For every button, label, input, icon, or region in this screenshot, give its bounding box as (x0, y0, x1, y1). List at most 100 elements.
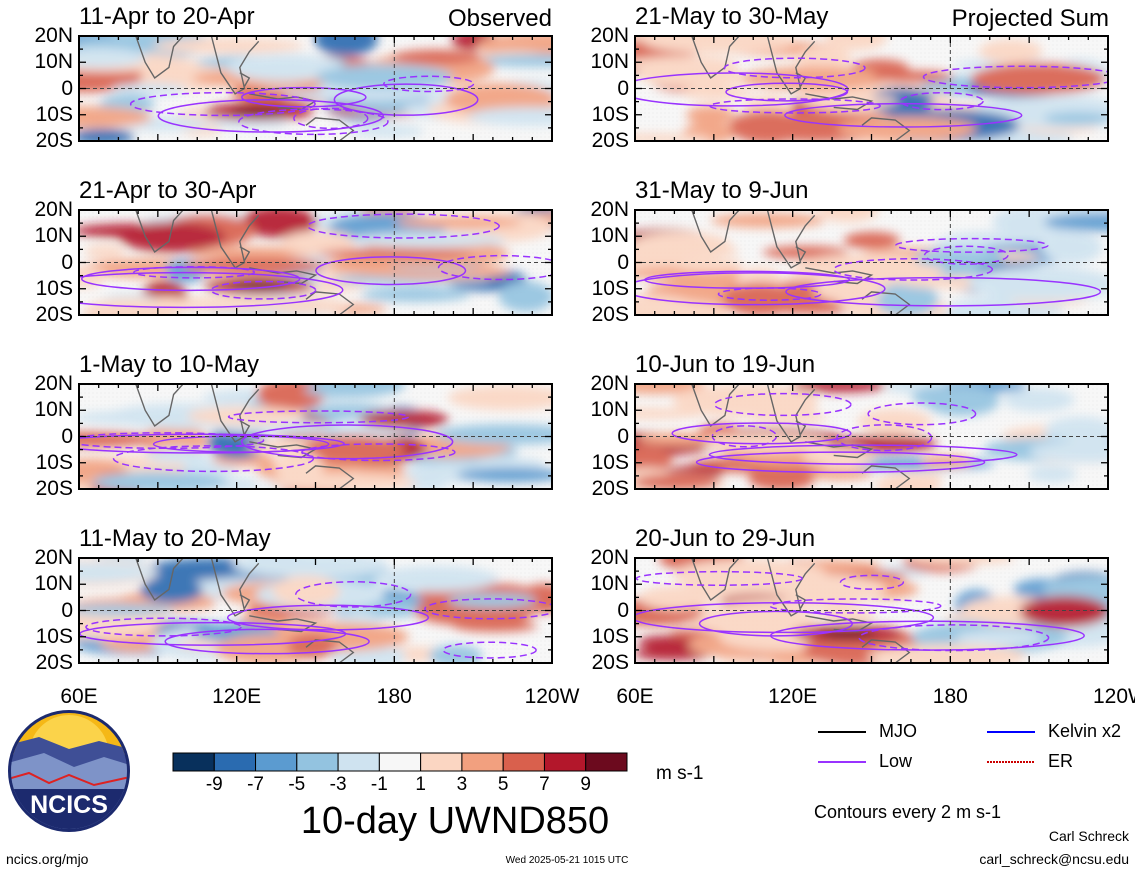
lon-label: 180 (376, 685, 412, 708)
lon-label: 120W (1093, 686, 1135, 707)
map-panel (78, 209, 553, 316)
lat-label: 0 (61, 598, 73, 622)
lat-label: 20N (34, 546, 73, 569)
map-panel (78, 35, 553, 142)
footer-author: Carl Schreck (1048, 828, 1129, 844)
lat-label: 10S (35, 102, 73, 126)
colorbar-tick-label: 5 (497, 774, 509, 795)
lat-label: 10S (591, 450, 629, 474)
lat-label: 10S (591, 276, 629, 300)
lat-label: 20N (34, 24, 73, 47)
colorbar-swatch (213, 752, 257, 772)
colorbar-swatch (543, 752, 587, 772)
lat-label: 20N (34, 372, 73, 395)
map-panel (634, 557, 1109, 664)
lat-label: 10S (35, 276, 73, 300)
lat-label: 10N (590, 50, 629, 74)
figure-title: 10-day UWND850 (300, 800, 610, 842)
map-panel (634, 383, 1109, 490)
panel-tag: Observed (447, 5, 552, 32)
lat-label: 0 (61, 76, 73, 100)
colorbar-tick-label: 1 (415, 774, 426, 795)
colorbar-tick-label: -9 (205, 774, 223, 795)
map-panel (78, 383, 553, 490)
lat-label: 20N (590, 546, 629, 569)
lat-label: 10N (34, 572, 73, 596)
colorbar-tick-label: -5 (288, 774, 306, 795)
lat-label: 20S (591, 477, 629, 500)
panel-title: 21-Apr to 30-Apr (79, 177, 257, 204)
lon-label: 120W (524, 685, 580, 708)
lat-label: 10S (35, 624, 73, 648)
lat-label: 20S (591, 303, 629, 326)
lon-label: 60E (60, 685, 98, 708)
lat-label: 0 (617, 76, 629, 100)
lat-label: 20S (591, 651, 629, 674)
lon-label: 180 (932, 685, 968, 708)
lat-label: 10N (590, 398, 629, 422)
legend-label: ER (1048, 751, 1074, 771)
colorbar-swatch (296, 752, 339, 772)
lat-label: 10S (35, 450, 73, 474)
colorbar-unit: m s-1 (656, 763, 704, 784)
colorbar-tick-label: -3 (329, 774, 347, 795)
lat-label: 20S (35, 129, 73, 152)
lat-label: 10N (34, 398, 73, 422)
lat-label: 0 (617, 424, 629, 448)
lat-label: 10S (591, 624, 629, 648)
colorbar-swatch (255, 752, 298, 772)
colorbar-swatch (461, 752, 504, 772)
colorbar-tick-label: 7 (539, 774, 550, 795)
colorbar-tick-label: 3 (456, 774, 468, 795)
colorbar-tick-label: -7 (247, 774, 264, 795)
lat-label: 20N (590, 372, 629, 395)
contour-note: Contours every 2 m s-1 (814, 802, 1002, 822)
lat-label: 20S (35, 303, 73, 326)
lat-label: 0 (61, 424, 73, 448)
legend-label: MJO (879, 721, 917, 741)
footer-email: carl_schreck@ncsu.edu (979, 851, 1129, 867)
panel-title: 20-Jun to 29-Jun (635, 525, 816, 552)
lon-label: 120E (212, 685, 262, 708)
lat-label: 10S (591, 102, 629, 126)
panel-title: 31-May to 9-Jun (635, 177, 809, 204)
colorbar-swatch (337, 752, 380, 772)
lat-label: 20S (35, 651, 73, 674)
panel-tag: Projected Sum (951, 5, 1109, 32)
colorbar-swatch (420, 752, 463, 772)
lon-label: 120E (768, 685, 818, 708)
colorbar-swatch (172, 752, 215, 772)
lat-label: 20N (590, 24, 629, 47)
footer-timestamp: Wed 2025-05-21 1015 UTC (505, 855, 629, 866)
lat-label: 10N (34, 224, 73, 248)
lat-label: 10N (34, 50, 73, 74)
panel-title: 21-May to 30-May (635, 3, 829, 30)
lat-label: 20N (34, 198, 73, 221)
logo-text: NCICS (30, 791, 108, 819)
colorbar-swatch (502, 752, 545, 772)
lat-label: 20S (35, 477, 73, 500)
colorbar-tick-label: -1 (370, 774, 388, 795)
panel-title: 11-May to 20-May (79, 525, 271, 552)
lat-label: 10N (590, 572, 629, 596)
colorbar-swatch (585, 752, 628, 772)
map-panel (78, 557, 553, 664)
colorbar-tick-label: 9 (580, 774, 592, 795)
map-panel (634, 35, 1109, 142)
map-panel (634, 209, 1109, 316)
colorbar-swatch (378, 752, 422, 772)
footer-url: ncics.org/mjo (6, 851, 89, 867)
legend-label: Low (879, 751, 913, 771)
panel-title: 1-May to 10-May (79, 351, 260, 378)
panel-title: 11-Apr to 20-Apr (79, 3, 255, 30)
lat-label: 0 (617, 250, 629, 274)
lat-label: 20S (591, 129, 629, 152)
panel-title: 10-Jun to 19-Jun (635, 351, 816, 378)
lat-label: 0 (617, 598, 629, 622)
lat-label: 10N (590, 224, 629, 248)
lat-label: 0 (61, 250, 73, 274)
lat-label: 20N (590, 198, 629, 221)
lon-label: 60E (616, 685, 654, 708)
legend-label: Kelvin x2 (1048, 721, 1122, 741)
